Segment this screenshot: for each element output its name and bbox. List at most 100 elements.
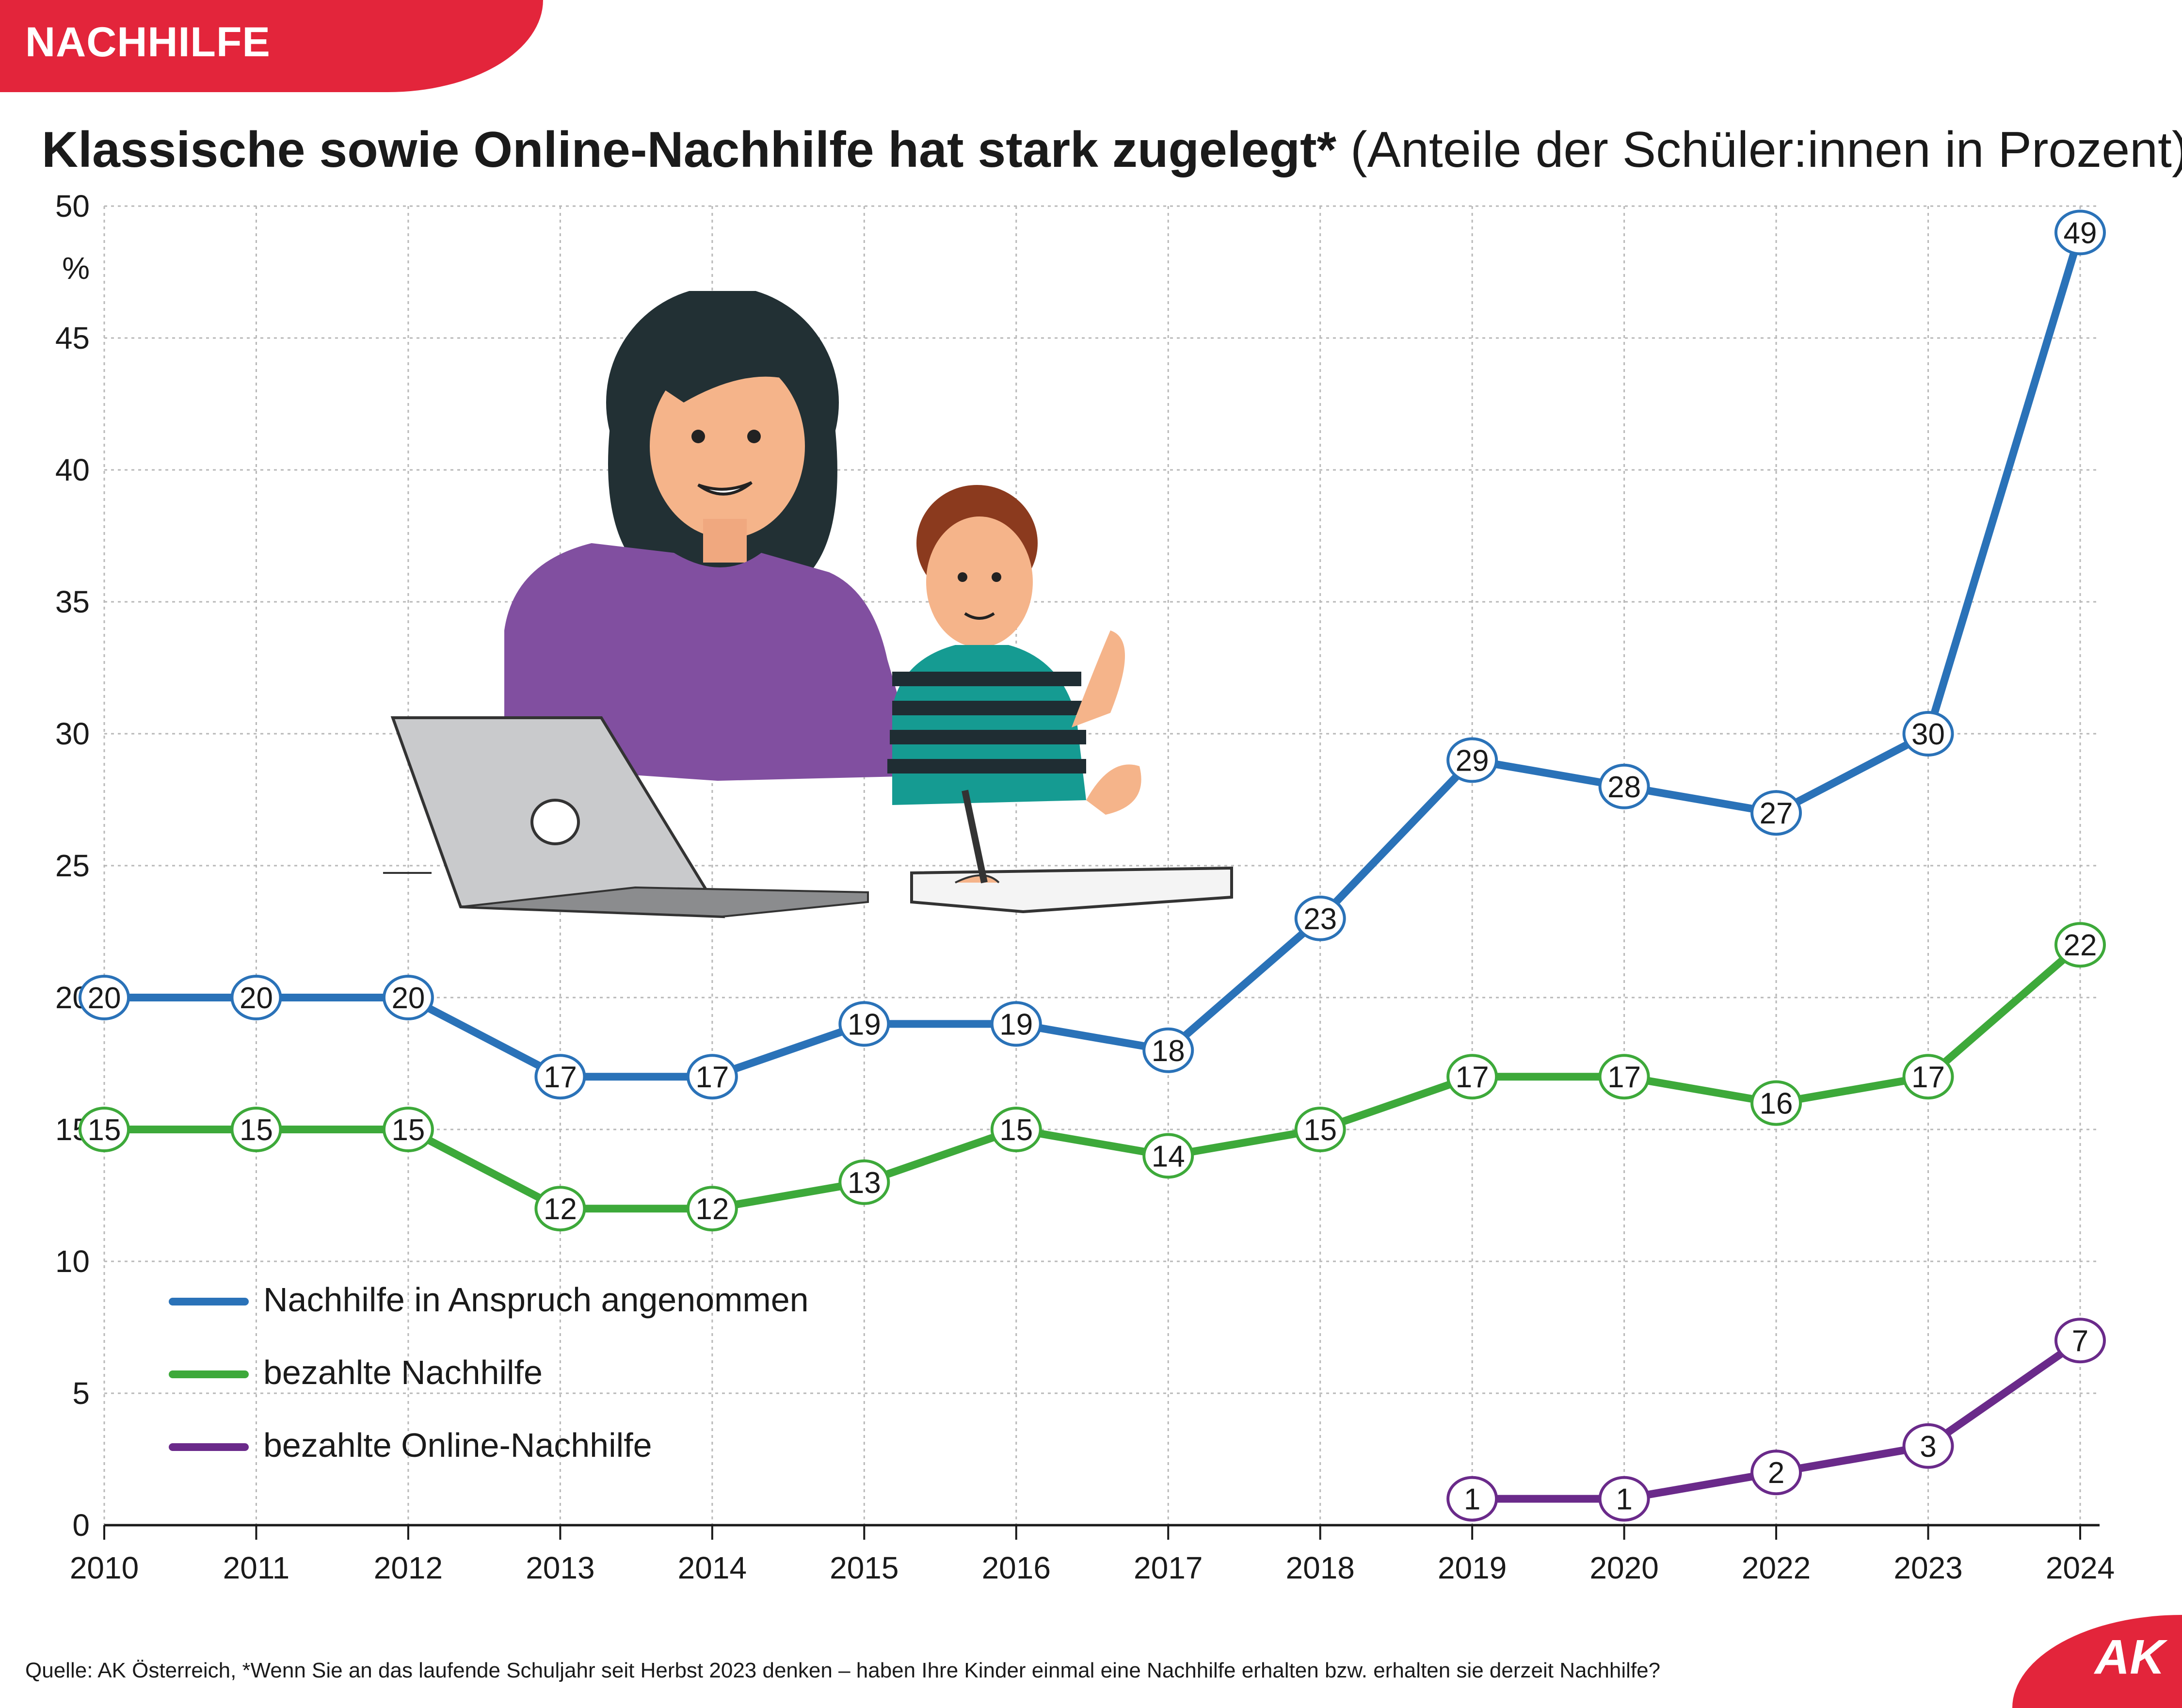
data-point-label: 15 [240, 1113, 273, 1147]
x-tick-label: 2024 [2046, 1550, 2115, 1585]
y-tick-label: 25 [55, 848, 90, 883]
data-point-marker [382, 975, 434, 1020]
data-point-marker [2054, 922, 2106, 968]
y-tick-label: 0 [72, 1508, 90, 1543]
legend-swatch-blue [169, 1298, 249, 1305]
data-point-marker [534, 1186, 586, 1232]
y-tick-label: 30 [55, 716, 90, 751]
x-tick-label: 2011 [223, 1550, 290, 1585]
y-axis-unit: % [62, 251, 90, 286]
y-tick-label: 50 [55, 189, 90, 224]
data-point-marker [1446, 1476, 1498, 1522]
data-point-label: 27 [1760, 797, 1793, 830]
series-line [100, 941, 2084, 1213]
source-note: Quelle: AK Österreich, *Wenn Sie an das … [25, 1659, 1661, 1682]
x-tick-label: 2022 [1742, 1550, 1811, 1585]
data-point-label: 7 [2072, 1324, 2088, 1358]
data-point-label: 49 [2064, 216, 2097, 250]
legend-label-blue: Nachhilfe in Anspruch angenommen [263, 1281, 809, 1319]
data-point-label: 16 [1760, 1087, 1793, 1121]
x-tick-label: 2020 [1589, 1550, 1658, 1585]
data-point-label: 30 [1911, 718, 1945, 751]
chart-title: Klassische sowie Online-Nachhilfe hat st… [42, 121, 2182, 179]
data-point-label: 15 [999, 1113, 1033, 1147]
data-point-marker [1598, 763, 1650, 809]
y-tick-label: 10 [55, 1244, 90, 1279]
legend-swatch-green [169, 1370, 249, 1378]
data-point-marker [1294, 1107, 1346, 1152]
chart-title-sub: (Anteile der Schüler:innen in Prozent) [1350, 122, 2182, 178]
data-point-marker [382, 1107, 434, 1152]
data-point-marker [79, 1107, 130, 1152]
legend-label-green: bezahlte Nachhilfe [263, 1354, 543, 1391]
section-tag: NACHHILFE [0, 0, 543, 92]
chart-title-main: Klassische sowie Online-Nachhilfe hat st… [42, 122, 1337, 178]
data-point-label: 17 [695, 1061, 729, 1094]
y-tick-label: 35 [55, 584, 90, 619]
data-point-marker [1902, 1423, 1954, 1469]
data-point-marker [2054, 209, 2106, 256]
x-tick-label: 2016 [982, 1550, 1051, 1585]
data-point-label: 15 [391, 1113, 425, 1147]
data-point-label: 14 [1152, 1140, 1185, 1173]
data-point-marker [1598, 1054, 1650, 1100]
y-tick-label: 40 [55, 452, 90, 487]
data-point-label: 19 [999, 1008, 1033, 1041]
data-point-marker [1598, 1476, 1650, 1522]
y-tick-label: 5 [72, 1376, 90, 1411]
data-point-marker [990, 1107, 1042, 1152]
data-point-marker [1902, 1054, 1954, 1100]
data-point-label: 15 [1303, 1113, 1337, 1147]
data-point-label: 23 [1303, 902, 1337, 936]
data-point-label: 17 [1607, 1061, 1641, 1094]
data-point-label: 15 [88, 1113, 121, 1147]
data-point-marker [230, 1107, 282, 1152]
section-tag-label: NACHHILFE [25, 19, 271, 65]
data-point-label: 20 [240, 982, 273, 1015]
data-point-marker [1294, 895, 1346, 941]
data-point-label: 17 [544, 1061, 577, 1094]
data-point-marker [990, 1001, 1042, 1047]
ak-logo-text: AK [2095, 1630, 2165, 1684]
data-point-marker [2054, 1318, 2106, 1364]
data-point-marker [1750, 1080, 1802, 1126]
tutoring-illustration-icon [383, 291, 1233, 918]
y-tick-label: 45 [55, 321, 90, 355]
x-tick-label: 2012 [374, 1550, 443, 1585]
x-tick-label: 2019 [1438, 1550, 1507, 1585]
x-tick-label: 2018 [1286, 1550, 1355, 1585]
x-tick-label: 2010 [70, 1550, 139, 1585]
data-point-label: 20 [88, 982, 121, 1015]
data-point-label: 22 [2064, 929, 2097, 962]
data-point-label: 17 [1456, 1061, 1489, 1094]
data-point-label: 28 [1607, 771, 1641, 804]
legend-label-purple: bezahlte Online-Nachhilfe [263, 1426, 652, 1464]
data-point-label: 1 [1616, 1483, 1632, 1516]
x-tick-label: 2023 [1893, 1550, 1962, 1585]
data-point-marker [230, 975, 282, 1020]
data-point-marker [1750, 790, 1802, 836]
data-point-marker [1750, 1450, 1802, 1496]
x-tick-label: 2013 [526, 1550, 594, 1585]
data-point-marker [79, 975, 130, 1020]
x-tick-label: 2015 [830, 1550, 898, 1585]
data-point-label: 12 [544, 1192, 577, 1226]
x-tick-label: 2014 [678, 1550, 747, 1585]
data-point-label: 20 [391, 982, 425, 1015]
chart-grid [103, 205, 2100, 1525]
data-point-marker [838, 1159, 890, 1205]
data-point-label: 18 [1152, 1034, 1185, 1068]
data-point-marker [686, 1186, 738, 1232]
data-point-label: 13 [848, 1166, 881, 1200]
data-point-marker [838, 1001, 890, 1047]
x-axis: 2010 2011 2012 2013 2014 2015 2016 2017 2018 2019… [70, 1524, 2115, 1585]
data-point-marker [1902, 711, 1954, 757]
data-point-label: 12 [695, 1192, 729, 1226]
legend-swatch-purple [169, 1443, 249, 1451]
data-point-label: 1 [1464, 1483, 1480, 1516]
data-point-marker [534, 1054, 586, 1100]
x-tick-label: 2017 [1134, 1550, 1203, 1585]
